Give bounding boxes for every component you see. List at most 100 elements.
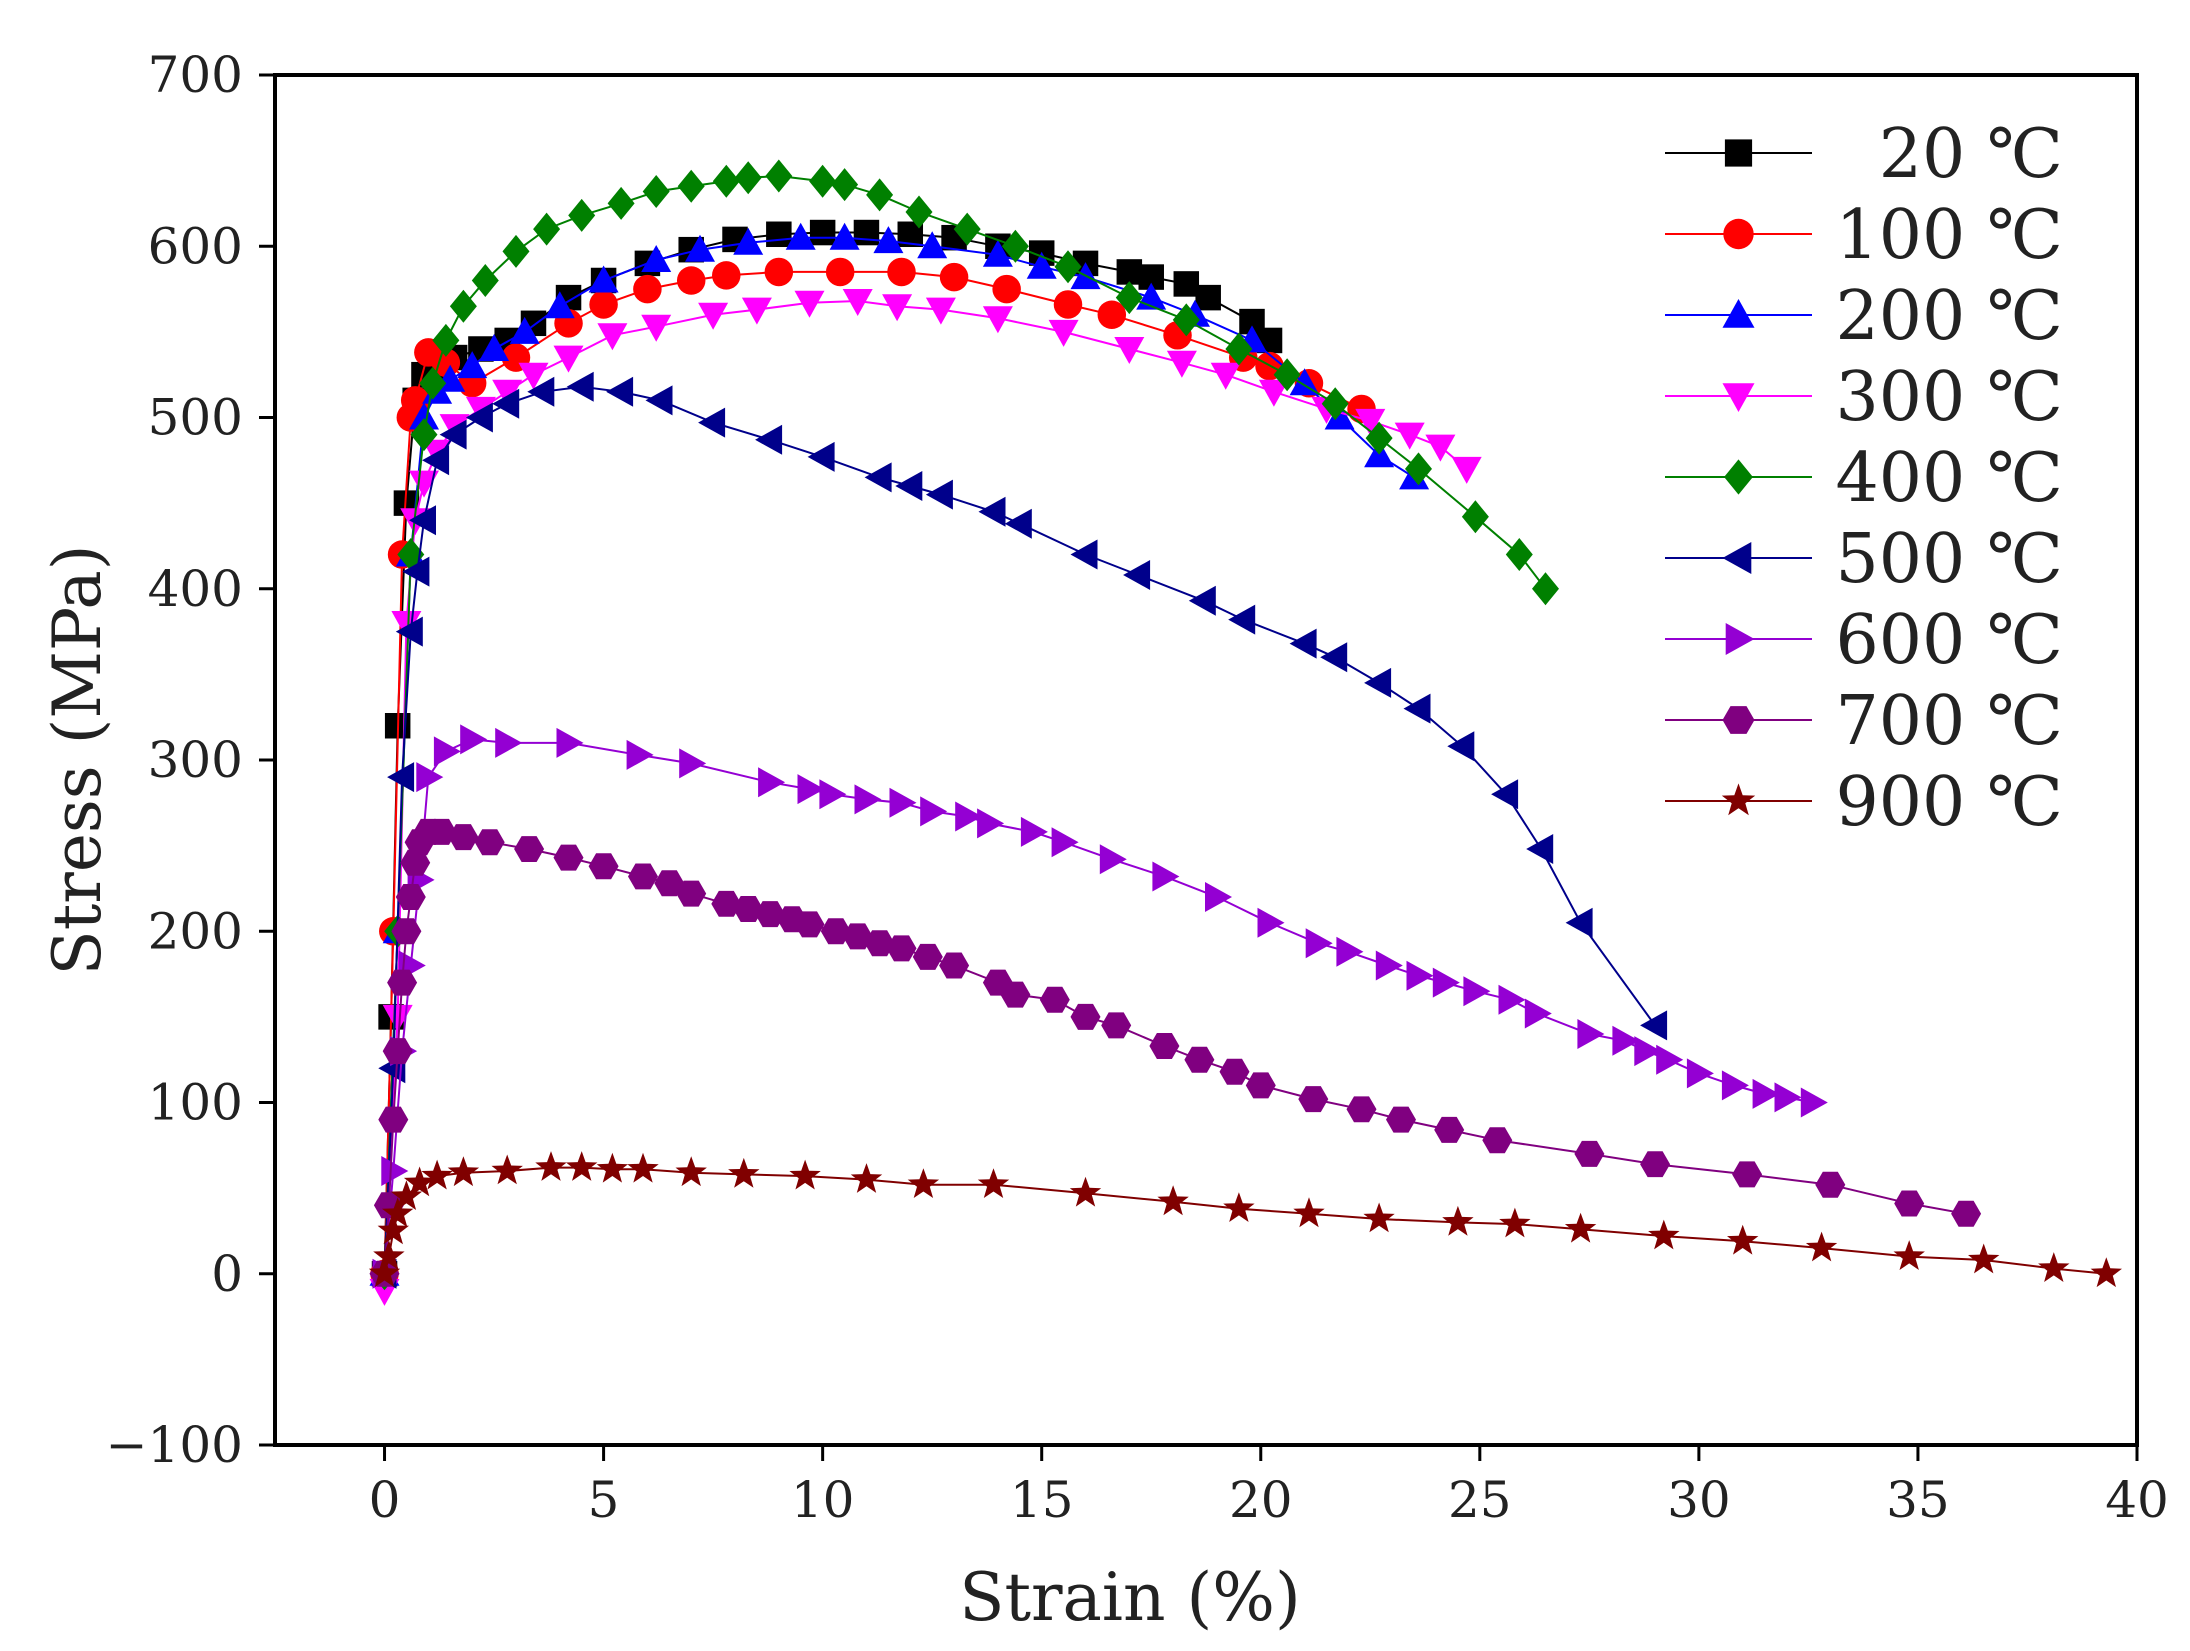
data-point xyxy=(1686,1058,1714,1089)
x-tick-label: 35 xyxy=(1886,1471,1950,1529)
data-point xyxy=(492,388,520,419)
data-point xyxy=(1634,1036,1662,1067)
data-point xyxy=(448,824,479,851)
data-point xyxy=(939,262,969,292)
legend-label: 600 ℃ xyxy=(1836,601,2063,680)
data-point xyxy=(641,314,672,342)
data-point xyxy=(831,168,859,202)
data-point xyxy=(1051,827,1079,858)
data-point xyxy=(1532,572,1559,606)
data-point xyxy=(439,419,467,450)
data-point xyxy=(1101,1012,1132,1039)
data-point xyxy=(887,257,916,287)
data-point xyxy=(711,890,742,917)
data-point xyxy=(1403,693,1431,724)
data-point xyxy=(2090,1257,2122,1288)
data-point xyxy=(1815,1171,1846,1198)
data-point xyxy=(1363,1202,1395,1233)
data-point xyxy=(479,334,510,361)
data-point xyxy=(1004,508,1032,539)
y-tick-label: 300 xyxy=(148,731,243,789)
data-point xyxy=(1482,1127,1513,1154)
data-point xyxy=(920,796,948,827)
data-point xyxy=(382,1197,414,1228)
legend-entry: 100 ℃ xyxy=(1665,196,2063,275)
legend-label: 20 ℃ xyxy=(1879,115,2063,194)
data-point xyxy=(733,896,764,922)
data-point xyxy=(1346,1096,1377,1123)
data-point xyxy=(381,1156,409,1186)
data-point xyxy=(809,219,836,246)
data-point xyxy=(842,289,873,316)
data-point xyxy=(728,1157,760,1188)
data-point xyxy=(566,1151,598,1181)
data-point xyxy=(533,212,561,246)
data-point xyxy=(596,1152,628,1183)
legend-entry: 700 ℃ xyxy=(1665,682,2063,761)
data-point xyxy=(864,930,895,957)
data-point xyxy=(1069,1176,1102,1207)
data-point xyxy=(553,844,584,871)
data-point xyxy=(422,445,450,476)
data-point xyxy=(2038,1252,2070,1282)
legend-label: 900 ℃ xyxy=(1836,763,2063,842)
x-tick-label: 0 xyxy=(369,1471,401,1529)
data-point xyxy=(853,219,880,246)
series-1 xyxy=(370,257,1376,1288)
tick-layer: 0 5 10 15 20 25 30 35 40 −100 0 100 200 300 400 500 600 7… xyxy=(106,46,2169,1529)
data-point xyxy=(1184,1046,1215,1073)
data-point xyxy=(1228,604,1256,635)
data-point xyxy=(1425,434,1456,462)
data-point xyxy=(1099,844,1127,875)
legend-marker xyxy=(1724,139,1753,167)
data-point xyxy=(1289,368,1320,396)
data-point xyxy=(1115,281,1143,315)
legend-entry: 20 ℃ xyxy=(1665,115,2063,194)
data-point xyxy=(1732,1161,1763,1188)
data-point xyxy=(1245,1072,1276,1099)
data-point xyxy=(416,762,444,793)
series-7 xyxy=(369,818,1982,1287)
data-point xyxy=(789,1159,821,1190)
data-point xyxy=(518,362,549,390)
data-point xyxy=(1210,362,1241,390)
data-point xyxy=(1386,1106,1416,1133)
data-point xyxy=(925,479,953,510)
data-point xyxy=(409,470,439,498)
data-point xyxy=(626,739,654,770)
x-tick-label: 25 xyxy=(1448,1471,1512,1529)
data-point xyxy=(641,245,672,272)
data-point xyxy=(889,787,917,818)
data-point xyxy=(1894,1190,1925,1217)
legend-entry: 600 ℃ xyxy=(1665,601,2063,680)
data-point xyxy=(607,186,635,220)
y-tick-label: 200 xyxy=(148,902,243,960)
data-point xyxy=(409,505,436,536)
x-axis-label: Strain (%) xyxy=(959,1559,1300,1636)
data-point xyxy=(755,424,783,455)
data-point xyxy=(1355,408,1386,436)
data-point xyxy=(502,234,530,268)
legend-label: 700 ℃ xyxy=(1836,682,2063,761)
data-point xyxy=(1195,284,1221,311)
data-point xyxy=(797,774,825,805)
legend-label: 400 ℃ xyxy=(1836,439,2063,518)
data-point xyxy=(1442,1205,1474,1236)
data-point xyxy=(1258,379,1289,407)
data-point xyxy=(1097,300,1127,329)
x-tick-label: 5 xyxy=(588,1471,620,1529)
data-point xyxy=(1257,907,1285,938)
legend-marker xyxy=(1722,383,1755,412)
legend-entry: 300 ℃ xyxy=(1665,358,2063,437)
data-point xyxy=(741,297,772,325)
data-point xyxy=(677,169,705,203)
data-point xyxy=(1648,1219,1680,1250)
data-point xyxy=(426,818,457,845)
data-point xyxy=(1289,628,1317,659)
data-point xyxy=(387,762,415,793)
data-point xyxy=(1053,290,1083,319)
data-point xyxy=(645,385,673,416)
data-point xyxy=(627,1152,659,1183)
data-point xyxy=(433,736,461,767)
data-point xyxy=(457,351,488,379)
